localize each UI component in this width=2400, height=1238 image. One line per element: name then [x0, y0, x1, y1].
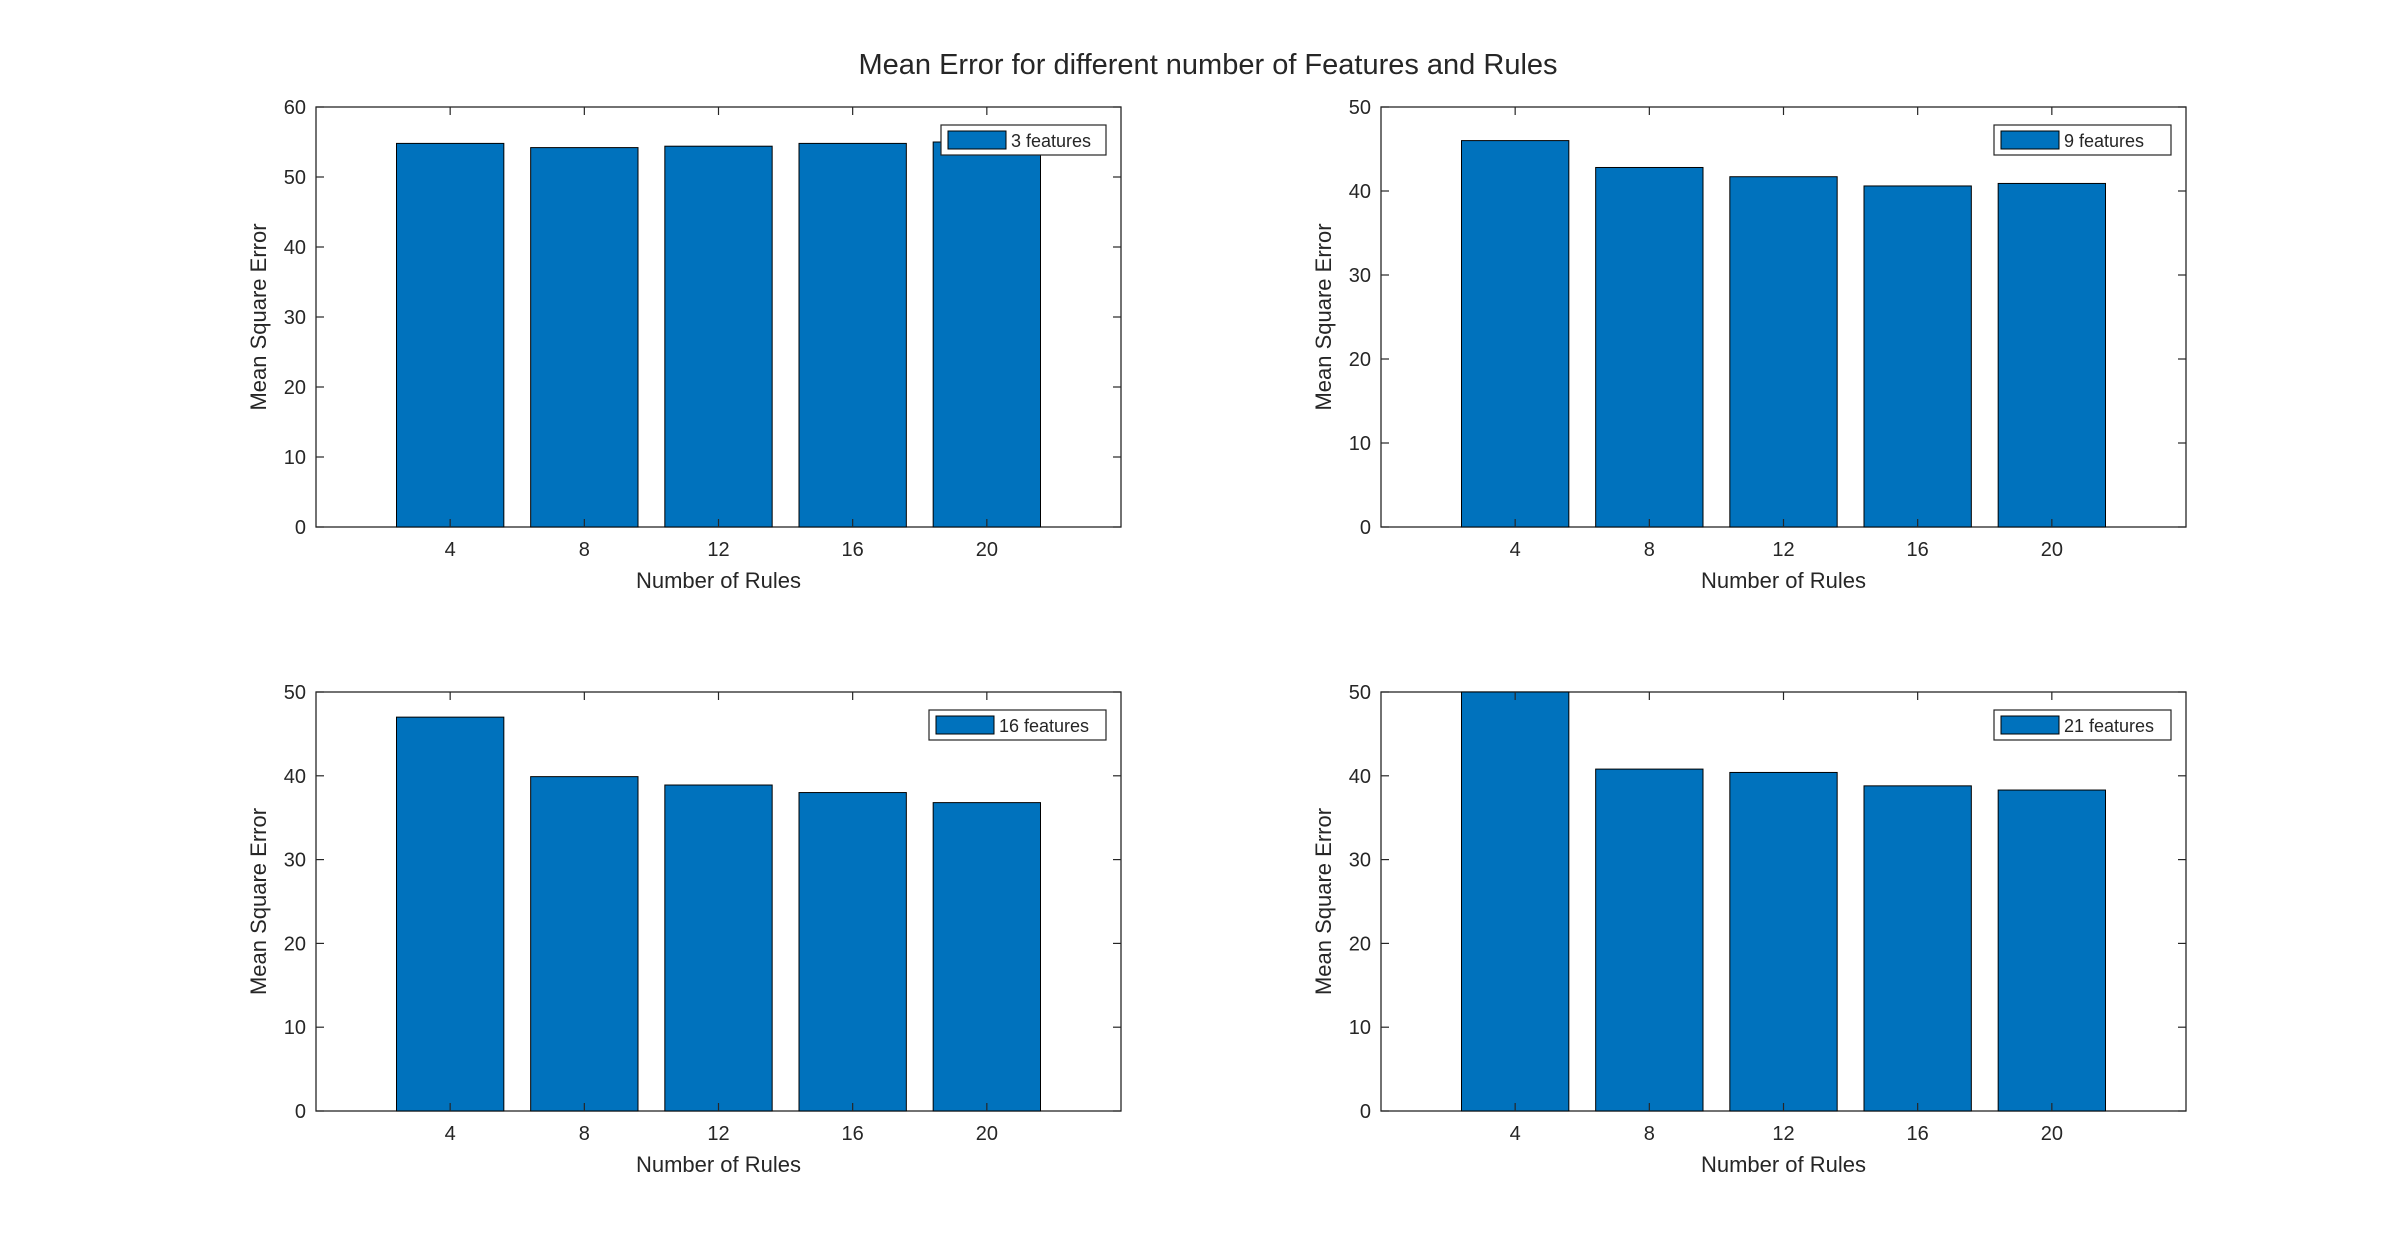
- y-tick-label: 20: [1349, 933, 1371, 955]
- y-tick-label: 30: [1349, 850, 1371, 872]
- x-tick-label: 12: [707, 539, 729, 561]
- y-tick-label: 40: [1349, 181, 1371, 203]
- legend-swatch: [2000, 130, 2060, 150]
- subplot-4: 0 10 20 30 40 50 4 8 12 16 20 Number of Rules Mean S…: [1311, 682, 2187, 1177]
- y-tick-label: 40: [284, 237, 306, 259]
- legend: 3 features: [940, 124, 1107, 156]
- x-tick-label: 12: [1772, 539, 1794, 561]
- y-tick-label: 40: [1349, 766, 1371, 788]
- y-tick-label: 50: [284, 682, 306, 704]
- y-tick-label: 50: [284, 167, 306, 189]
- bar-4: [1461, 691, 1570, 1112]
- y-axis-label: Mean Square Error: [1311, 223, 1336, 410]
- x-tick-label: 4: [1510, 1123, 1521, 1145]
- x-tick-label: 8: [579, 539, 590, 561]
- bar-20: [1997, 789, 2106, 1112]
- bar-16: [1863, 185, 1972, 528]
- legend-swatch: [947, 130, 1007, 150]
- bar-4: [396, 142, 505, 528]
- bar-16: [798, 142, 907, 528]
- legend-label: 21 features: [2064, 716, 2154, 736]
- x-tick-label: 12: [707, 1123, 729, 1145]
- x-tick-label: 20: [976, 539, 998, 561]
- x-tick-label: 12: [1772, 1123, 1794, 1145]
- bar-20: [932, 802, 1042, 1112]
- bar-8: [530, 147, 639, 528]
- y-tick-label: 10: [284, 1017, 306, 1039]
- y-tick-label: 10: [284, 447, 306, 469]
- legend-label: 16 features: [999, 716, 1089, 736]
- bar-8: [1595, 768, 1704, 1112]
- bar-16: [798, 792, 907, 1112]
- y-tick-label: 10: [1349, 1017, 1371, 1039]
- x-tick-label: 4: [1510, 539, 1521, 561]
- y-axis-label: Mean Square Error: [246, 808, 271, 995]
- x-tick-label: 4: [445, 1123, 456, 1145]
- bar-12: [664, 145, 773, 528]
- x-tick-label: 20: [976, 1123, 998, 1145]
- subplot-2: 0 10 20 30 40 50 4 8 12 16 20 Number of Rules Mean S…: [1311, 97, 2187, 593]
- legend: 9 features: [1993, 124, 2172, 156]
- y-tick-label: 50: [1349, 97, 1371, 119]
- x-tick-label: 4: [445, 539, 456, 561]
- bar-16: [1863, 785, 1972, 1112]
- y-tick-label: 20: [284, 377, 306, 399]
- y-tick-label: 30: [284, 850, 306, 872]
- x-axis-label: Number of Rules: [636, 1152, 801, 1177]
- bar-8: [530, 776, 639, 1112]
- y-tick-label: 50: [1349, 682, 1371, 704]
- bar-12: [664, 784, 773, 1112]
- legend: 21 features: [1993, 709, 2172, 741]
- legend-swatch: [2000, 715, 2060, 735]
- bar-20: [1997, 182, 2106, 528]
- bar-20: [932, 141, 1042, 528]
- y-tick-label: 0: [295, 517, 306, 539]
- y-tick-label: 30: [284, 307, 306, 329]
- y-axis-label: Mean Square Error: [246, 223, 271, 410]
- x-tick-label: 20: [2041, 1123, 2063, 1145]
- y-axis-label: Mean Square Error: [1311, 808, 1336, 995]
- y-tick-label: 0: [1360, 517, 1371, 539]
- figure-title: Mean Error for different number of Featu…: [858, 49, 1557, 81]
- y-tick-label: 40: [284, 766, 306, 788]
- x-axis-label: Number of Rules: [1701, 1152, 1866, 1177]
- x-axis-label: Number of Rules: [1701, 568, 1866, 593]
- bar-4: [396, 716, 505, 1112]
- subplot-3: 0 10 20 30 40 50 4 8 12 16 20 Number of Rules Mean S…: [246, 682, 1122, 1177]
- x-tick-label: 8: [1644, 1123, 1655, 1145]
- x-tick-label: 16: [842, 1123, 864, 1145]
- bar-12: [1729, 176, 1838, 528]
- legend-label: 3 features: [1011, 131, 1091, 151]
- y-tick-label: 0: [1360, 1101, 1371, 1123]
- legend-swatch: [935, 715, 995, 735]
- legend-label: 9 features: [2064, 131, 2144, 151]
- y-tick-label: 30: [1349, 265, 1371, 287]
- x-tick-label: 16: [1907, 539, 1929, 561]
- x-tick-label: 16: [1907, 1123, 1929, 1145]
- subplot-1: 0 10 20 30 40 50 60 4 8 12 16 20 Number of Rules Mean…: [246, 97, 1122, 593]
- legend: 16 features: [928, 709, 1107, 741]
- y-tick-label: 20: [284, 933, 306, 955]
- bar-4: [1461, 140, 1570, 528]
- x-tick-label: 16: [842, 539, 864, 561]
- y-tick-label: 60: [284, 97, 306, 119]
- bar-12: [1729, 771, 1838, 1112]
- x-tick-label: 20: [2041, 539, 2063, 561]
- y-tick-label: 20: [1349, 349, 1371, 371]
- x-axis-label: Number of Rules: [636, 568, 801, 593]
- x-tick-label: 8: [579, 1123, 590, 1145]
- x-tick-label: 8: [1644, 539, 1655, 561]
- y-tick-label: 0: [295, 1101, 306, 1123]
- bar-8: [1595, 166, 1704, 528]
- y-tick-label: 10: [1349, 433, 1371, 455]
